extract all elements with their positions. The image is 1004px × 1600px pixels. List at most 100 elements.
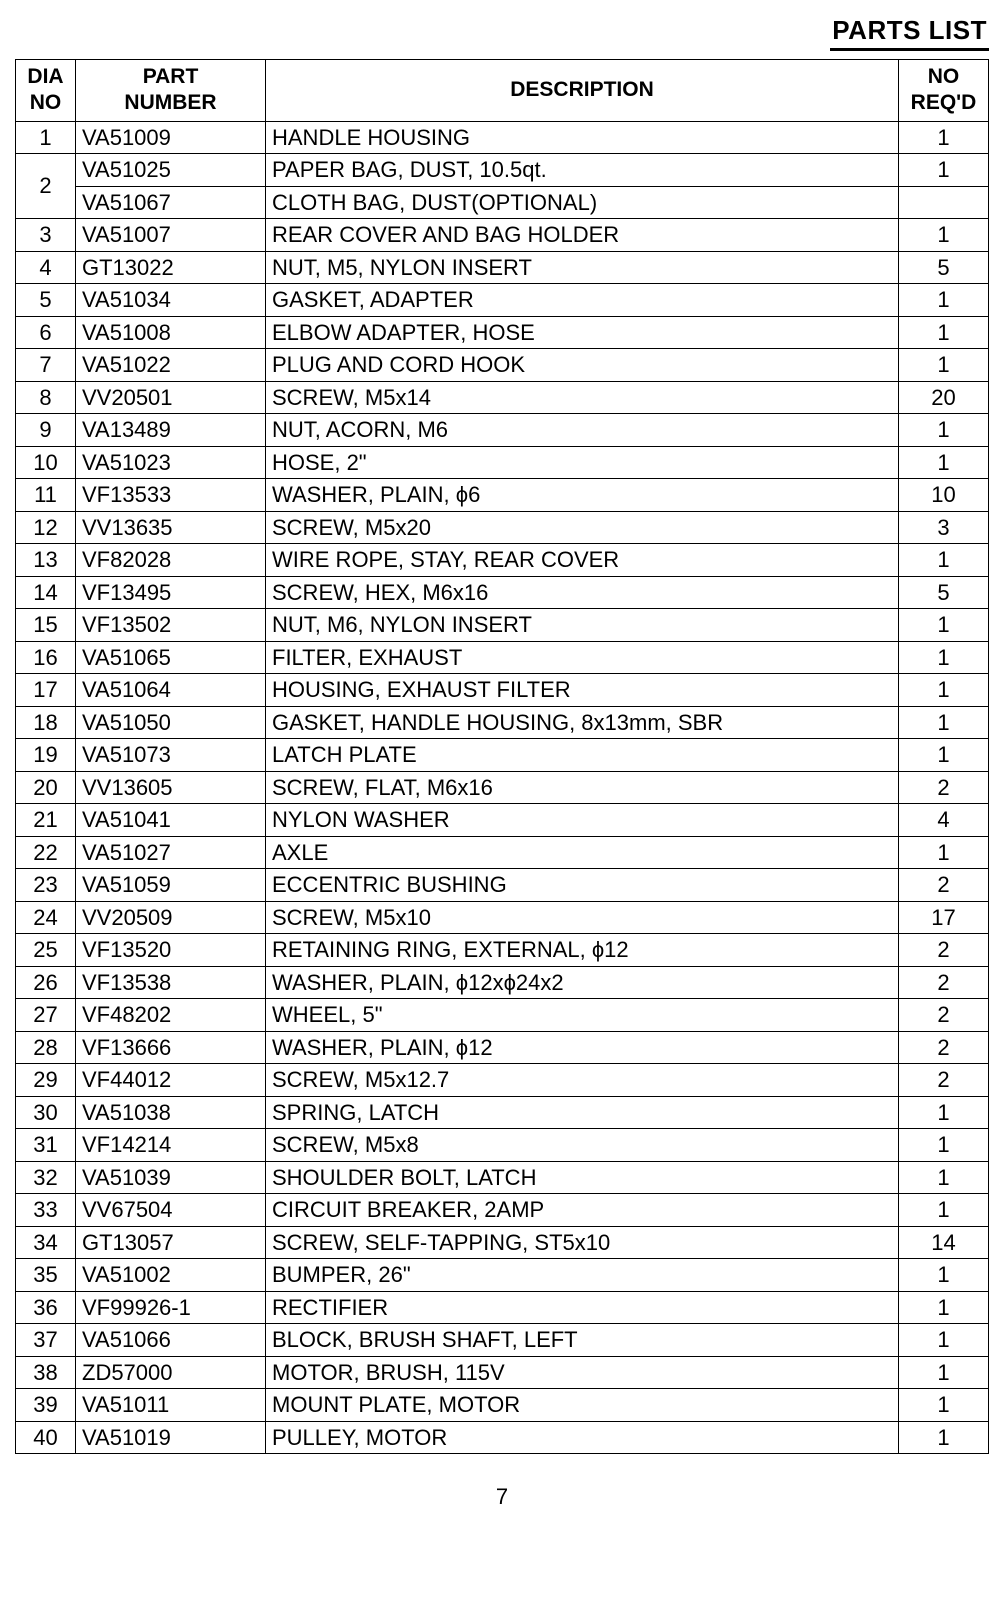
- cell-description: WASHER, PLAIN, ϕ6: [266, 479, 899, 512]
- table-row: 26VF13538WASHER, PLAIN, ϕ12xϕ24x22: [16, 966, 989, 999]
- page-number: 7: [15, 1484, 989, 1510]
- cell-dia-no: 39: [16, 1389, 76, 1422]
- cell-description: PLUG AND CORD HOOK: [266, 349, 899, 382]
- cell-dia-no: 2: [16, 154, 76, 219]
- cell-dia-no: 33: [16, 1194, 76, 1227]
- cell-no-reqd: 20: [899, 381, 989, 414]
- cell-description: WIRE ROPE, STAY, REAR COVER: [266, 544, 899, 577]
- table-row: 9VA13489NUT, ACORN, M61: [16, 414, 989, 447]
- cell-no-reqd: 1: [899, 1291, 989, 1324]
- cell-dia-no: 22: [16, 836, 76, 869]
- cell-part-number: VA51002: [76, 1259, 266, 1292]
- cell-dia-no: 32: [16, 1161, 76, 1194]
- table-row: 13VF82028WIRE ROPE, STAY, REAR COVER1: [16, 544, 989, 577]
- cell-dia-no: 27: [16, 999, 76, 1032]
- table-row: 2VA51025PAPER BAG, DUST, 10.5qt.1: [16, 154, 989, 187]
- cell-no-reqd: 1: [899, 414, 989, 447]
- cell-description: WASHER, PLAIN, ϕ12: [266, 1031, 899, 1064]
- cell-dia-no: 25: [16, 934, 76, 967]
- cell-part-number: VA51008: [76, 316, 266, 349]
- cell-dia-no: 8: [16, 381, 76, 414]
- cell-description: WASHER, PLAIN, ϕ12xϕ24x2: [266, 966, 899, 999]
- cell-description: NUT, M5, NYLON INSERT: [266, 251, 899, 284]
- table-row: 20VV13605SCREW, FLAT, M6x162: [16, 771, 989, 804]
- table-row: 21VA51041NYLON WASHER4: [16, 804, 989, 837]
- cell-part-number: VA51023: [76, 446, 266, 479]
- cell-dia-no: 19: [16, 739, 76, 772]
- cell-description: NUT, M6, NYLON INSERT: [266, 609, 899, 642]
- cell-dia-no: 13: [16, 544, 76, 577]
- cell-no-reqd: 1: [899, 674, 989, 707]
- table-row: 6VA51008ELBOW ADAPTER, HOSE1: [16, 316, 989, 349]
- cell-part-number: VF13538: [76, 966, 266, 999]
- cell-dia-no: 16: [16, 641, 76, 674]
- table-row: 40VA51019PULLEY, MOTOR1: [16, 1421, 989, 1454]
- cell-no-reqd: 1: [899, 609, 989, 642]
- cell-description: SCREW, M5x8: [266, 1129, 899, 1162]
- cell-dia-no: 3: [16, 219, 76, 252]
- table-row: 12VV13635SCREW, M5x203: [16, 511, 989, 544]
- cell-part-number: VA51007: [76, 219, 266, 252]
- cell-part-number: VA51025: [76, 154, 266, 187]
- cell-part-number: VF13666: [76, 1031, 266, 1064]
- cell-no-reqd: 2: [899, 771, 989, 804]
- cell-part-number: VA13489: [76, 414, 266, 447]
- cell-description: MOTOR, BRUSH, 115V: [266, 1356, 899, 1389]
- cell-dia-no: 18: [16, 706, 76, 739]
- table-row: 24VV20509SCREW, M5x1017: [16, 901, 989, 934]
- table-row: 28VF13666WASHER, PLAIN, ϕ122: [16, 1031, 989, 1064]
- col-part-number-l2: NUMBER: [124, 91, 216, 114]
- cell-no-reqd: 1: [899, 1129, 989, 1162]
- cell-dia-no: 20: [16, 771, 76, 804]
- table-row: 22VA51027AXLE1: [16, 836, 989, 869]
- table-row: 18VA51050GASKET, HANDLE HOUSING, 8x13mm,…: [16, 706, 989, 739]
- table-row: 7VA51022PLUG AND CORD HOOK1: [16, 349, 989, 382]
- cell-no-reqd: 1: [899, 836, 989, 869]
- cell-part-number: VF13495: [76, 576, 266, 609]
- cell-part-number: VA51065: [76, 641, 266, 674]
- cell-description: SCREW, M5x14: [266, 381, 899, 414]
- cell-description: BLOCK, BRUSH SHAFT, LEFT: [266, 1324, 899, 1357]
- cell-dia-no: 23: [16, 869, 76, 902]
- col-dia-no: DIA NO: [16, 60, 76, 122]
- table-row: 34GT13057SCREW, SELF-TAPPING, ST5x1014: [16, 1226, 989, 1259]
- cell-part-number: VA51059: [76, 869, 266, 902]
- cell-dia-no: 36: [16, 1291, 76, 1324]
- cell-description: SCREW, FLAT, M6x16: [266, 771, 899, 804]
- cell-description: SPRING, LATCH: [266, 1096, 899, 1129]
- table-row: 15VF13502NUT, M6, NYLON INSERT1: [16, 609, 989, 642]
- cell-dia-no: 1: [16, 121, 76, 154]
- cell-part-number: VA51011: [76, 1389, 266, 1422]
- table-row: 37VA51066BLOCK, BRUSH SHAFT, LEFT1: [16, 1324, 989, 1357]
- cell-no-reqd: 1: [899, 706, 989, 739]
- table-row: VA51067CLOTH BAG, DUST(OPTIONAL): [16, 186, 989, 219]
- table-row: 3VA51007REAR COVER AND BAG HOLDER1: [16, 219, 989, 252]
- cell-part-number: VF44012: [76, 1064, 266, 1097]
- cell-description: FILTER, EXHAUST: [266, 641, 899, 674]
- cell-no-reqd: 1: [899, 1096, 989, 1129]
- cell-no-reqd: 2: [899, 1064, 989, 1097]
- table-row: 8VV20501SCREW, M5x1420: [16, 381, 989, 414]
- cell-dia-no: 17: [16, 674, 76, 707]
- cell-part-number: VF13502: [76, 609, 266, 642]
- cell-no-reqd: 1: [899, 284, 989, 317]
- table-row: 5VA51034GASKET, ADAPTER1: [16, 284, 989, 317]
- cell-description: NYLON WASHER: [266, 804, 899, 837]
- cell-description: CIRCUIT BREAKER, 2AMP: [266, 1194, 899, 1227]
- cell-dia-no: 37: [16, 1324, 76, 1357]
- cell-no-reqd: 1: [899, 1259, 989, 1292]
- cell-dia-no: 14: [16, 576, 76, 609]
- cell-no-reqd: 1: [899, 121, 989, 154]
- table-row: 27VF48202WHEEL, 5"2: [16, 999, 989, 1032]
- table-row: 29VF44012SCREW, M5x12.72: [16, 1064, 989, 1097]
- cell-dia-no: 7: [16, 349, 76, 382]
- cell-part-number: VA51034: [76, 284, 266, 317]
- cell-part-number: VF99926-1: [76, 1291, 266, 1324]
- cell-part-number: VV20501: [76, 381, 266, 414]
- cell-description: MOUNT PLATE, MOTOR: [266, 1389, 899, 1422]
- page-title: PARTS LIST: [830, 15, 989, 51]
- cell-description: SCREW, M5x12.7: [266, 1064, 899, 1097]
- cell-part-number: VA51050: [76, 706, 266, 739]
- cell-dia-no: 40: [16, 1421, 76, 1454]
- cell-dia-no: 31: [16, 1129, 76, 1162]
